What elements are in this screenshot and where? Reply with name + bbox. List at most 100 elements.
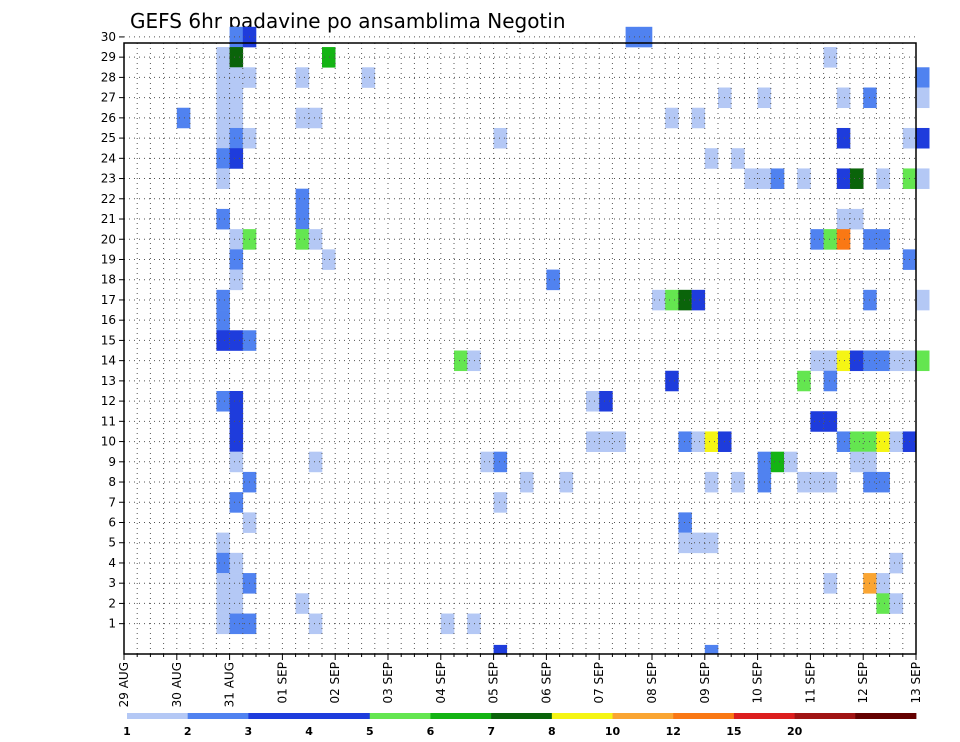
heatmap-cell <box>678 512 692 533</box>
y-tick-label: 15 <box>101 333 116 347</box>
heatmap-cell <box>295 229 310 250</box>
heatmap-cell <box>295 208 310 230</box>
heatmap-cell <box>216 168 230 189</box>
x-tick-label: 10 SEP <box>751 662 765 704</box>
heatmap-cell <box>850 451 864 473</box>
heatmap-cell <box>493 127 508 149</box>
heatmap-cell <box>678 431 692 452</box>
color-scale-label: 5 <box>366 725 374 738</box>
heatmap-cell <box>229 26 244 48</box>
heatmap-cell <box>836 168 851 189</box>
heatmap-cell <box>836 229 851 250</box>
heatmap-cell <box>559 471 574 493</box>
heatmap-cell <box>216 613 230 635</box>
y-tick-label: 9 <box>108 455 116 469</box>
heatmap-cell <box>876 593 890 614</box>
heatmap-cell <box>361 67 376 88</box>
heatmap-cell <box>216 208 230 230</box>
heatmap-cell <box>586 431 600 452</box>
heatmap-cell <box>889 431 904 452</box>
y-tick-label: 2 <box>108 596 116 610</box>
heatmap-cell <box>229 107 244 129</box>
heatmap-cell <box>546 269 560 291</box>
heatmap-cell <box>229 451 244 473</box>
heatmap-cell <box>823 471 838 493</box>
x-tick-label: 03 SEP <box>381 662 395 704</box>
heatmap-cell <box>229 47 244 68</box>
heatmap-cell <box>467 613 481 635</box>
heatmap-cell <box>836 87 851 109</box>
heatmap-cell <box>229 330 244 351</box>
heatmap-cell <box>229 552 244 574</box>
heatmap-cell <box>876 168 890 189</box>
heatmap-cell <box>229 269 244 291</box>
heatmap-cell <box>691 431 706 452</box>
y-tick-label: 12 <box>101 394 116 408</box>
heatmap-cell <box>916 289 930 311</box>
heatmap-cell <box>770 451 785 473</box>
heatmap-cell <box>916 350 930 372</box>
heatmap-cell <box>889 593 904 614</box>
heatmap-cell <box>810 229 824 250</box>
color-scale-label: 12 <box>666 725 681 738</box>
heatmap-cell <box>216 330 230 351</box>
y-tick-label: 22 <box>101 192 116 206</box>
heatmap-cell <box>493 451 508 473</box>
heatmap-cell <box>440 613 455 635</box>
y-tick-label: 14 <box>101 354 116 368</box>
heatmap-cell <box>810 350 824 372</box>
heatmap-cell <box>823 47 838 68</box>
heatmap-cell <box>678 532 692 554</box>
heatmap-cell <box>836 127 851 149</box>
heatmap-cell <box>823 350 838 372</box>
x-tick-label: 09 SEP <box>698 662 712 704</box>
y-tick-label: 13 <box>101 374 116 388</box>
color-scale-label: 2 <box>184 725 192 738</box>
heatmap-cell <box>295 593 310 614</box>
color-scale-swatch <box>309 713 371 719</box>
heatmap-cell <box>308 613 323 635</box>
heatmap-cell <box>889 350 904 372</box>
color-scale-swatch <box>187 713 249 719</box>
heatmap-cell <box>216 47 230 68</box>
x-tick-label: 12 SEP <box>856 662 870 704</box>
heatmap-cell <box>229 87 244 109</box>
heatmap-cell <box>704 431 719 452</box>
heatmap-cell <box>599 390 613 412</box>
y-tick-label: 6 <box>108 515 116 529</box>
x-tick-label: 30 AUG <box>170 662 184 707</box>
heatmap-cell <box>691 532 706 554</box>
heatmap-cell <box>229 411 244 432</box>
heatmap-cell <box>216 532 230 554</box>
chart-gridlines <box>124 36 916 654</box>
heatmap-cell <box>308 451 323 473</box>
color-scale-label: 7 <box>487 725 495 738</box>
heatmap-cell <box>493 644 508 655</box>
heatmap-cell <box>678 289 692 311</box>
color-scale-swatch <box>491 713 553 719</box>
color-scale-label: 3 <box>245 725 253 738</box>
chart-title: GEFS 6hr padavine po ansamblima Negotin <box>130 9 566 33</box>
heatmap-cell <box>652 289 666 311</box>
heatmap-cell <box>216 593 230 614</box>
heatmap-cell <box>797 168 811 189</box>
heatmap-cell <box>216 552 230 574</box>
heatmap-cell <box>454 350 468 372</box>
heatmap-cell <box>308 229 323 250</box>
color-scale-label: 20 <box>787 725 803 738</box>
y-tick-label: 16 <box>101 313 116 327</box>
x-tick-label: 29 AUG <box>117 662 131 707</box>
heatmap-cell <box>638 26 653 48</box>
heatmap-cell <box>216 289 230 311</box>
heatmap-cell <box>836 208 851 230</box>
heatmap-cell <box>295 67 310 88</box>
x-tick-label: 01 SEP <box>275 662 289 704</box>
heatmap-cell <box>229 148 244 169</box>
heatmap-cell <box>295 188 310 210</box>
heatmap-cell <box>836 350 851 372</box>
heatmap-cell <box>229 390 244 412</box>
x-tick-label: 31 AUG <box>223 662 237 707</box>
heatmap-cell <box>216 127 230 149</box>
heatmap-cell <box>784 451 798 473</box>
y-tick-label: 19 <box>101 252 116 266</box>
